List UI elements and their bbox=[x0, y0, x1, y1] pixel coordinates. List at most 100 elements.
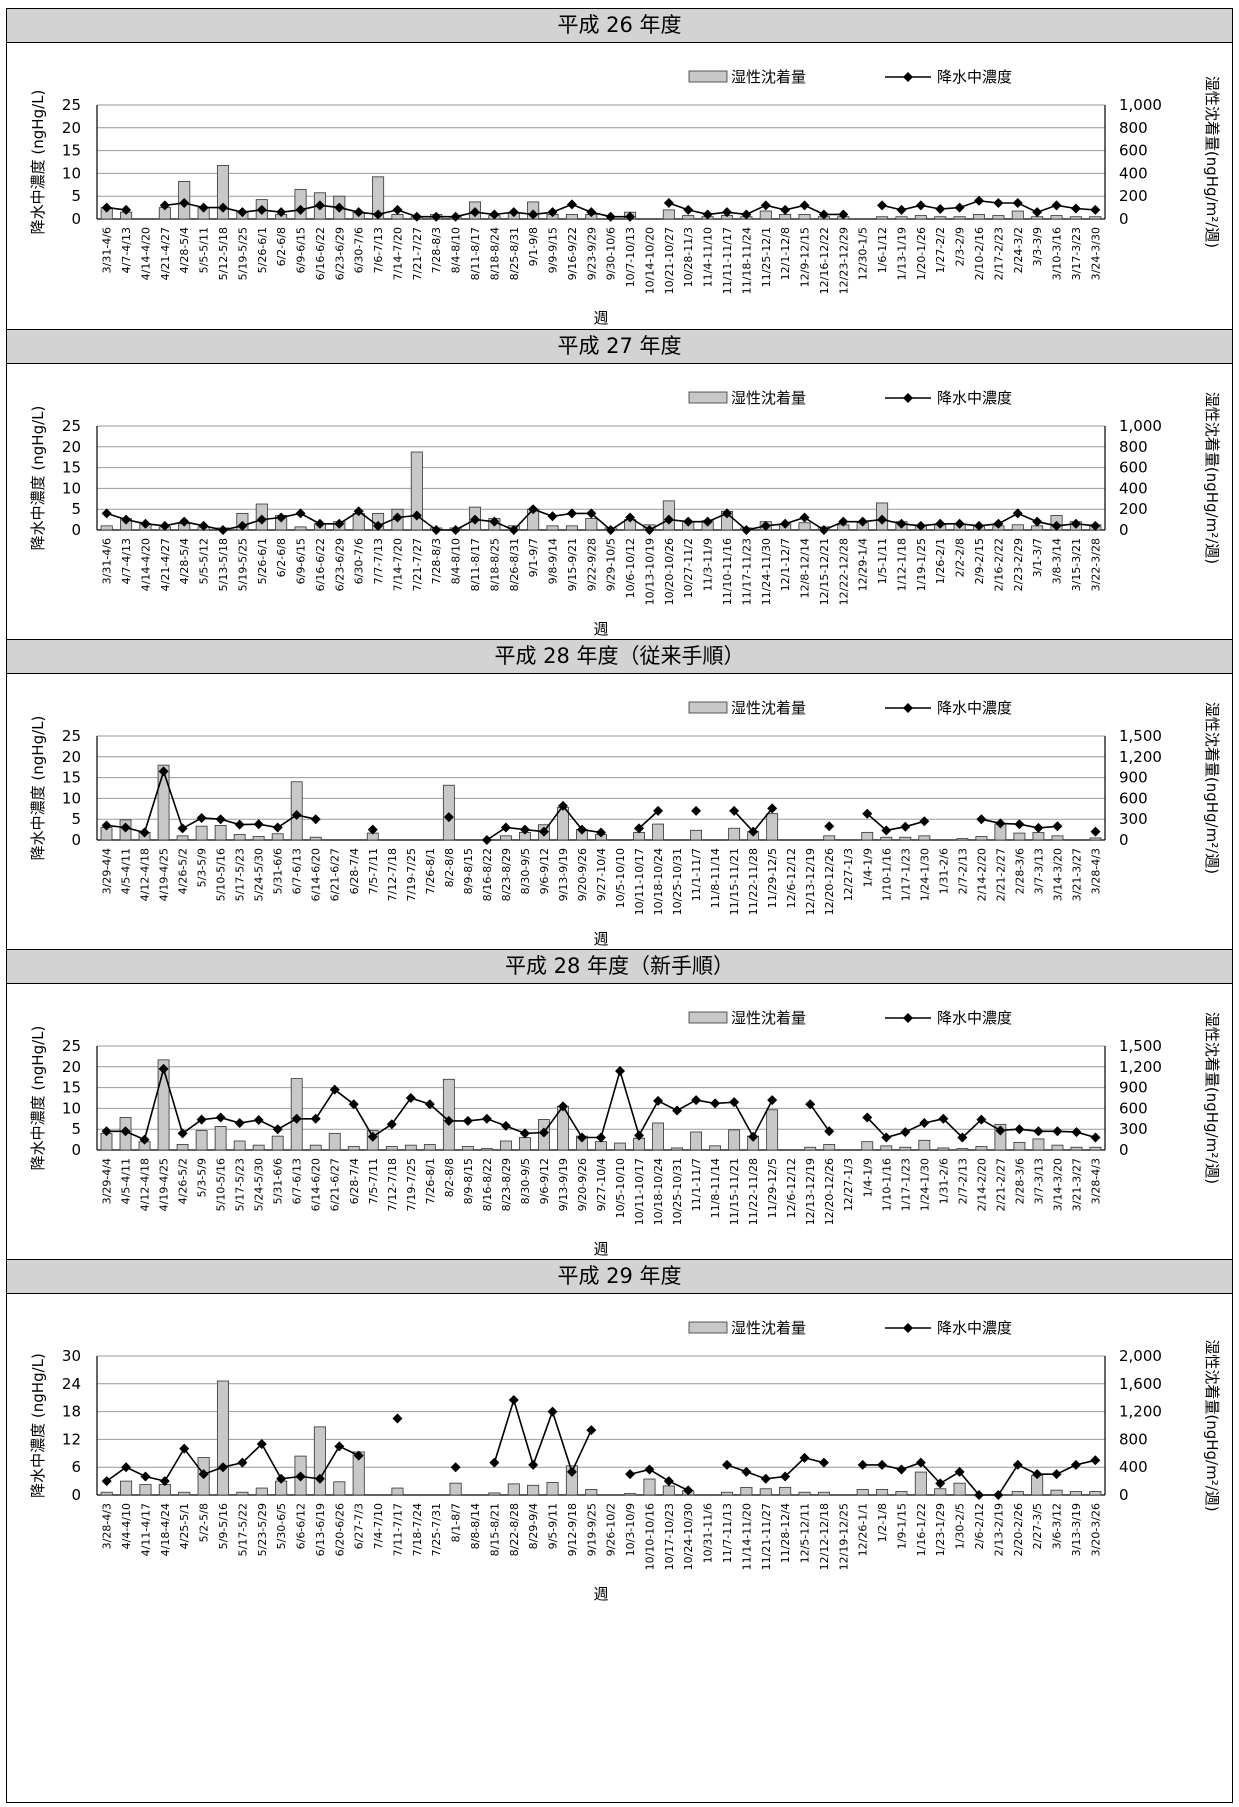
x-tick-label: 4/11-4/17 bbox=[139, 1503, 152, 1556]
chart-svg: 0 0 5 200 10 400 15 600 20 800 25 1,000 3/31-4/6 4/7-… bbox=[29, 68, 1221, 327]
x-tick-label: 1/9-1/15 bbox=[895, 1503, 908, 1549]
x-tick-label: 1/12-1/18 bbox=[895, 538, 908, 591]
series-line bbox=[881, 199, 1096, 214]
line-point bbox=[519, 824, 530, 835]
x-tick-label: 1/4-1/9 bbox=[861, 1158, 874, 1197]
line-point bbox=[919, 816, 930, 827]
y2-axis-title: 湿性沈着量(ngHg/m²/週) bbox=[1203, 1339, 1221, 1511]
x-tick-label: 9/26-10/2 bbox=[605, 1503, 618, 1556]
line-point bbox=[392, 1413, 403, 1424]
bar bbox=[624, 1493, 637, 1496]
bar bbox=[728, 827, 741, 841]
legend-bar-label: 湿性沈着量 bbox=[731, 1319, 806, 1337]
legend-line-label: 降水中濃度 bbox=[937, 68, 1012, 86]
x-tick-label: 11/24-11/30 bbox=[760, 538, 773, 605]
line-point bbox=[159, 1476, 170, 1487]
chart-title: 平成 28 年度（従来手順） bbox=[7, 640, 1232, 674]
x-tick-label: 12/1-12/8 bbox=[779, 227, 792, 280]
line-point bbox=[729, 1097, 740, 1108]
x-tick-label: 9/19-9/25 bbox=[585, 1503, 598, 1556]
line-point bbox=[586, 207, 597, 218]
y2-tick-label: 1,200 bbox=[1119, 1058, 1162, 1076]
line-point bbox=[547, 511, 558, 522]
y-tick-label: 25 bbox=[62, 1037, 81, 1055]
x-tick-label: 6/23-6/29 bbox=[333, 227, 346, 280]
x-tick-label: 12/27-1/3 bbox=[842, 848, 855, 901]
chart-panel: 平成 28 年度（新手順） 0 0 5 300 10 600 15 900 20 1,200 25 1,… bbox=[7, 949, 1232, 1259]
line-point bbox=[198, 1469, 209, 1480]
y-tick-label: 15 bbox=[62, 142, 81, 160]
line-point bbox=[329, 1084, 340, 1095]
line-point bbox=[500, 1120, 511, 1131]
bar bbox=[652, 1122, 664, 1151]
x-tick-label: 3/28-4/3 bbox=[1089, 848, 1102, 894]
y2-tick-label: 600 bbox=[1119, 789, 1148, 807]
x-tick-label: 2/10-2/16 bbox=[973, 227, 986, 280]
bar bbox=[975, 836, 988, 841]
bar bbox=[880, 1145, 893, 1151]
bar bbox=[1089, 216, 1102, 220]
x-tick-label: 11/1-11/7 bbox=[690, 848, 703, 901]
x-tick-label: 8/4-8/10 bbox=[450, 538, 463, 584]
x-tick-label: 7/25-7/31 bbox=[430, 1503, 443, 1556]
x-tick-label: 2/21-2/27 bbox=[994, 1158, 1007, 1211]
line-point bbox=[799, 200, 810, 211]
bar bbox=[461, 1146, 474, 1151]
x-tick-label: 5/24-5/30 bbox=[253, 1158, 266, 1211]
line-point bbox=[450, 1462, 461, 1473]
line-point bbox=[625, 211, 636, 222]
line-point bbox=[450, 525, 461, 535]
x-tick-label: 1/19-1/25 bbox=[915, 538, 928, 591]
bar bbox=[690, 829, 703, 841]
line-point bbox=[557, 800, 568, 811]
line-point bbox=[237, 207, 248, 218]
bar bbox=[216, 165, 230, 220]
line-point bbox=[1090, 1455, 1101, 1466]
x-tick-label: 11/11-11/17 bbox=[721, 227, 734, 294]
x-axis-title: 週 bbox=[593, 309, 608, 327]
line-point bbox=[576, 1132, 587, 1143]
line-point bbox=[179, 1443, 190, 1454]
y-tick-label: 18 bbox=[62, 1403, 81, 1421]
x-tick-label: 1/31-2/6 bbox=[937, 1158, 950, 1204]
x-tick-label: 5/12-5/18 bbox=[217, 227, 230, 280]
bar bbox=[565, 214, 578, 220]
bar bbox=[662, 209, 675, 220]
x-tick-label: 10/14-10/20 bbox=[643, 227, 656, 294]
x-tick-label: 4/25-5/1 bbox=[178, 1503, 191, 1549]
legend-line-marker bbox=[903, 72, 913, 82]
line-point bbox=[954, 1466, 965, 1477]
x-tick-label: 12/5-12/11 bbox=[799, 1503, 812, 1563]
line-point bbox=[508, 1395, 519, 1406]
line-point bbox=[334, 518, 345, 529]
y2-tick-label: 0 bbox=[1119, 1141, 1129, 1159]
x-tick-label: 6/20-6/26 bbox=[333, 1503, 346, 1556]
x-axis-title: 週 bbox=[593, 620, 608, 638]
y-axis-title: 降水中濃度 (ngHg/L) bbox=[29, 1353, 47, 1498]
line-point bbox=[1033, 1126, 1044, 1137]
x-tick-label: 11/8-11/14 bbox=[709, 848, 722, 908]
bar bbox=[662, 1485, 675, 1496]
line-point bbox=[373, 209, 384, 220]
x-tick-label: 7/18-7/24 bbox=[411, 1503, 424, 1556]
x-tick-label: 9/12-9/18 bbox=[566, 1503, 579, 1556]
legend-line-label: 降水中濃度 bbox=[937, 1009, 1012, 1027]
x-tick-label: 11/8-11/14 bbox=[709, 1158, 722, 1218]
x-tick-label: 5/24-5/30 bbox=[253, 848, 266, 901]
bar bbox=[1032, 1138, 1045, 1151]
line-point bbox=[974, 195, 984, 206]
x-tick-label: 8/22-8/28 bbox=[508, 1503, 521, 1556]
x-tick-label: 3/21-3/27 bbox=[1070, 1158, 1083, 1211]
line-point bbox=[508, 525, 519, 535]
x-tick-label: 8/18-8/24 bbox=[488, 227, 501, 280]
bar bbox=[720, 1491, 734, 1496]
x-tick-label: 4/21-4/27 bbox=[159, 538, 172, 591]
bar bbox=[876, 1489, 889, 1496]
x-tick-label: 4/26-5/2 bbox=[177, 1158, 190, 1204]
x-tick-label: 5/10-5/16 bbox=[215, 848, 228, 901]
y2-axis-title: 湿性沈着量(ngHg/m²/週) bbox=[1203, 1012, 1221, 1184]
x-tick-label: 8/26-8/31 bbox=[508, 538, 521, 591]
x-tick-label: 6/28-7/4 bbox=[348, 1158, 361, 1204]
line-point bbox=[234, 1117, 245, 1128]
bar bbox=[652, 823, 664, 841]
